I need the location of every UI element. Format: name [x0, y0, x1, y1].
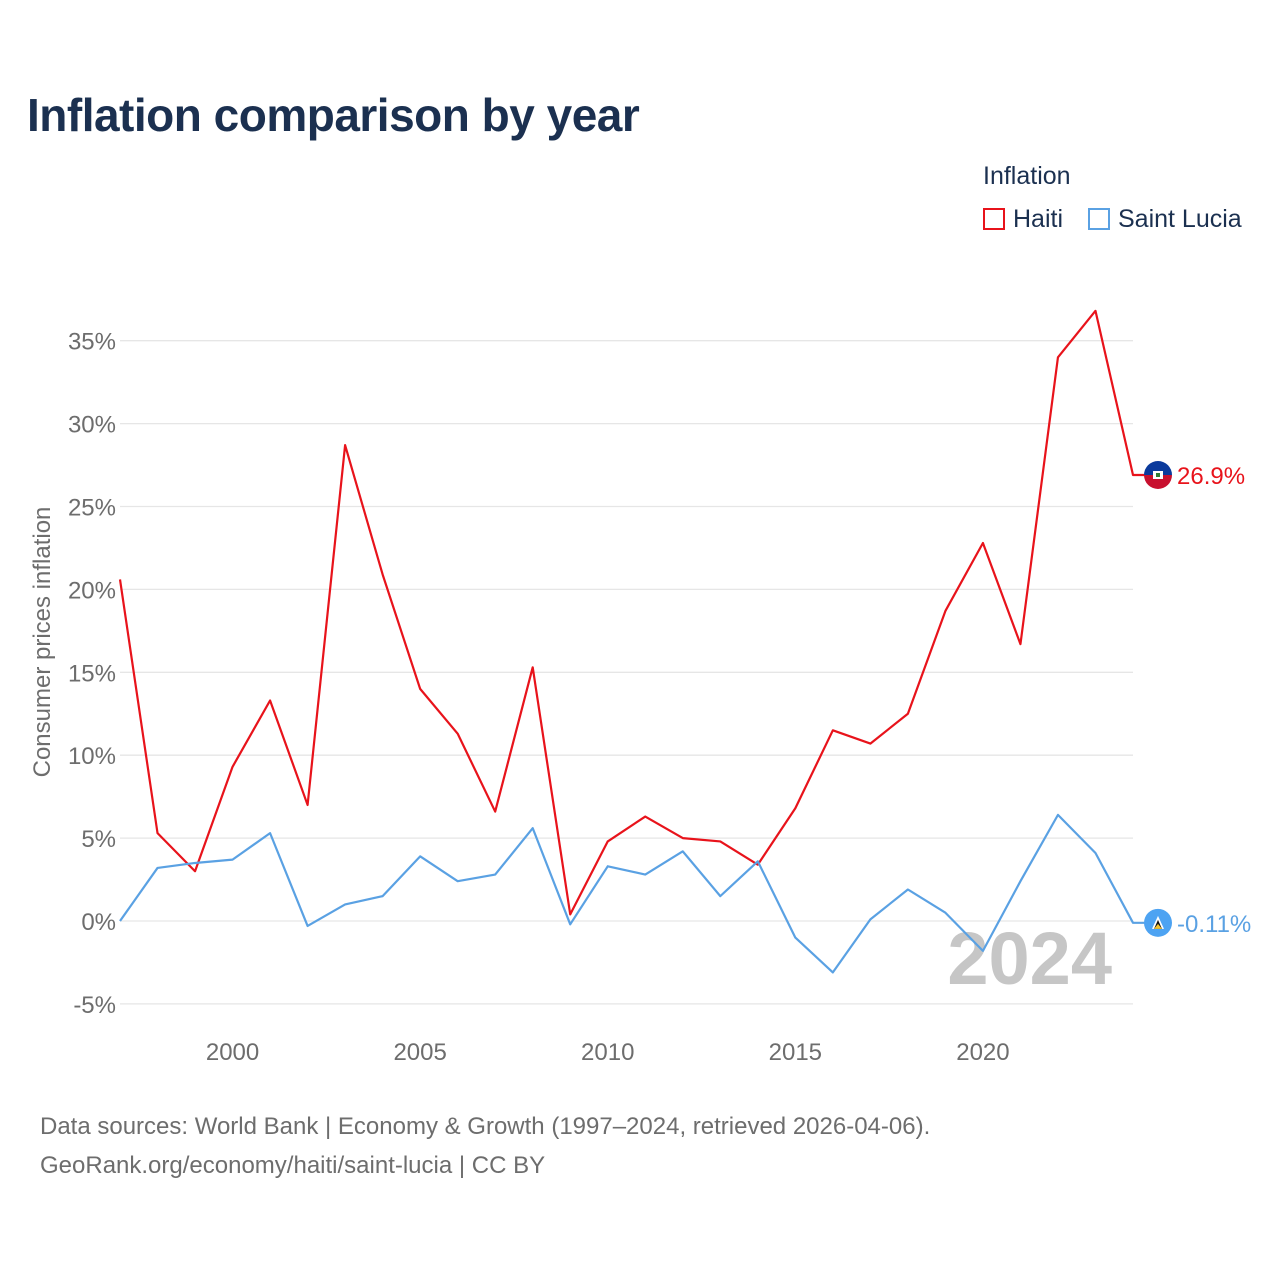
end-label-haiti: 26.9%	[1177, 463, 1245, 490]
legend-title: Inflation	[983, 162, 1071, 190]
legend-item-haiti[interactable]: Haiti	[983, 205, 1063, 233]
grid	[120, 340, 1133, 1005]
x-axis-ticks: 2000 2005 2010 2015 2020	[206, 1039, 1010, 1066]
end-label-saint-lucia: -0.11%	[1177, 911, 1251, 938]
y-tick-label: 10%	[68, 743, 116, 770]
y-tick-label: 30%	[68, 412, 116, 439]
series-lines: 26.9% -0.11%	[118, 309, 1251, 974]
legend-label-haiti: Haiti	[1013, 204, 1064, 233]
series-line-saint-lucia	[119, 813, 1145, 974]
y-axis-label: Consumer prices inflation	[29, 507, 56, 778]
y-tick-label: 0%	[81, 909, 116, 936]
legend-swatch-saint-lucia	[1088, 208, 1110, 230]
x-tick-label: 2015	[769, 1039, 822, 1066]
page-title: Inflation comparison by year	[27, 89, 640, 141]
source-note: Data sources: World Bank | Economy & Gro…	[40, 1107, 930, 1185]
source-line-2: GeoRank.org/economy/haiti/saint-lucia | …	[40, 1152, 546, 1179]
y-tick-label: 15%	[68, 660, 116, 687]
y-tick-label: 5%	[81, 826, 116, 853]
x-tick-label: 2010	[581, 1039, 634, 1066]
source-line-1: Data sources: World Bank | Economy & Gro…	[40, 1113, 931, 1140]
legend-label-saint-lucia: Saint Lucia	[1118, 204, 1242, 233]
y-tick-label: 35%	[68, 329, 116, 356]
x-tick-label: 2005	[393, 1039, 446, 1066]
year-watermark: 2024	[947, 917, 1112, 1000]
y-tick-label: 20%	[68, 577, 116, 604]
x-tick-label: 2000	[206, 1039, 259, 1066]
y-tick-label: 25%	[68, 495, 116, 522]
inflation-chart: -5%0%5%10%15%20%25%30%35% 2000 2005 2010 20…	[29, 309, 1251, 1066]
y-tick-label: -5%	[73, 992, 116, 1019]
y-axis-ticks: -5% 0% 5% 10% 15% 20% 25% 30% 35%	[68, 329, 116, 1019]
series-line-haiti	[118, 309, 1145, 916]
x-tick-label: 2020	[956, 1039, 1009, 1066]
flag-icon-saint-lucia	[1144, 908, 1172, 937]
legend-item-saint-lucia[interactable]: Saint Lucia	[1088, 205, 1242, 233]
legend-swatch-haiti	[983, 208, 1005, 230]
flag-icon-haiti	[1144, 460, 1172, 489]
